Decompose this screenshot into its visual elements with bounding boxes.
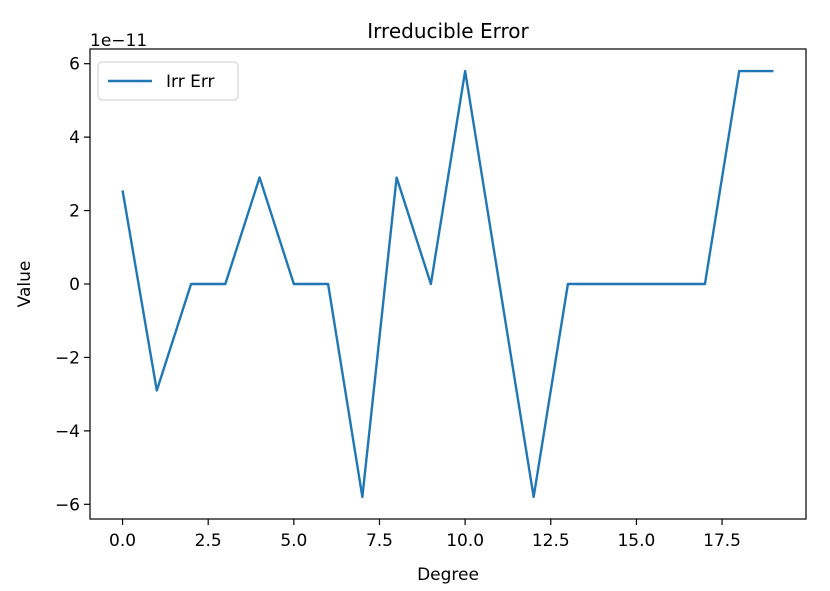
y-axis-label: Value	[15, 261, 35, 308]
y-tick-label: −4	[55, 422, 80, 442]
y-axis-ticks: −6 −4 −2 0 2 4 6	[55, 55, 90, 515]
legend-box	[97, 61, 239, 101]
x-tick-label: 5.0	[280, 531, 307, 551]
y-tick-label: 4	[69, 128, 80, 148]
x-tick-label: 12.5	[532, 531, 570, 551]
x-axis-label: Degree	[417, 565, 479, 585]
y-tick-label: −2	[55, 348, 80, 368]
plot-area	[121, 69, 774, 499]
x-tick-label: 2.5	[195, 531, 222, 551]
x-tick-label: 7.5	[366, 531, 393, 551]
y-tick-label: 0	[69, 275, 80, 295]
y-tick-label: 6	[69, 55, 80, 75]
series-line-0	[121, 69, 774, 499]
legend-label: Irr Err	[166, 72, 215, 92]
y-tick-label: −6	[55, 495, 80, 515]
legend: Irr Err	[97, 61, 239, 101]
x-tick-label: 10.0	[446, 531, 484, 551]
x-tick-label: 17.5	[703, 531, 741, 551]
x-tick-label: 15.0	[617, 531, 655, 551]
axes-frame	[89, 48, 807, 520]
x-axis-ticks: 0.0 2.5 5.0 7.5 10.0 12.5 15.0 17.5	[109, 519, 741, 551]
y-offset-label: 1e−11	[90, 31, 147, 51]
x-tick-label: 0.0	[109, 531, 136, 551]
chart-title: Irreducible Error	[367, 19, 529, 43]
y-tick-label: 2	[69, 202, 80, 222]
